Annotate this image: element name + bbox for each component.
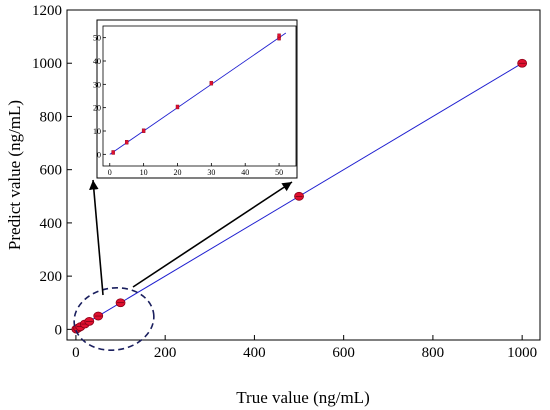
inset-y-tick-label: 30: [93, 80, 101, 89]
x-tick-label: 800: [422, 345, 445, 361]
arrow-to-inset-left: [93, 180, 103, 295]
zoom-region-ellipse: [70, 283, 158, 356]
y-tick-label: 200: [40, 269, 63, 285]
inset-x-tick-label: 50: [275, 168, 283, 177]
y-axis-title: Predict value (ng/mL): [5, 100, 24, 250]
inset-y-tick-label: 50: [93, 34, 101, 43]
y-tick-label: 1200: [32, 3, 62, 19]
inset-y-tick-label: 10: [93, 127, 101, 136]
y-tick-label: 1000: [32, 56, 62, 72]
x-tick-label: 1000: [507, 345, 537, 361]
x-tick-label: 0: [72, 345, 80, 361]
y-tick-label: 0: [55, 322, 63, 338]
y-tick-label: 400: [40, 216, 63, 232]
inset-x-tick-label: 20: [173, 168, 181, 177]
x-tick-label: 200: [154, 345, 177, 361]
x-tick-label: 600: [332, 345, 355, 361]
inset-data-point: [176, 105, 179, 109]
inset-y-tick-label: 40: [93, 57, 101, 66]
inset-data-point: [210, 81, 213, 85]
arrow-to-inset-right: [133, 182, 292, 287]
x-tick-label: 400: [243, 345, 266, 361]
inset-x-tick-label: 10: [140, 168, 148, 177]
x-axis-title: True value (ng/mL): [236, 388, 369, 407]
inset-x-tick-label: 30: [207, 168, 215, 177]
inset-x-tick-label: 0: [108, 168, 112, 177]
inset-data-point: [125, 140, 128, 144]
inset-data-point: [112, 150, 115, 154]
inset-y-tick-label: 0: [97, 150, 101, 159]
inset-background: [97, 20, 297, 178]
y-tick-label: 600: [40, 163, 63, 179]
inset-y-tick-label: 20: [93, 104, 101, 113]
y-tick-label: 800: [40, 109, 63, 125]
inset-data-point: [142, 129, 145, 133]
inset-data-point: [278, 34, 281, 38]
inset-x-tick-label: 40: [241, 168, 249, 177]
